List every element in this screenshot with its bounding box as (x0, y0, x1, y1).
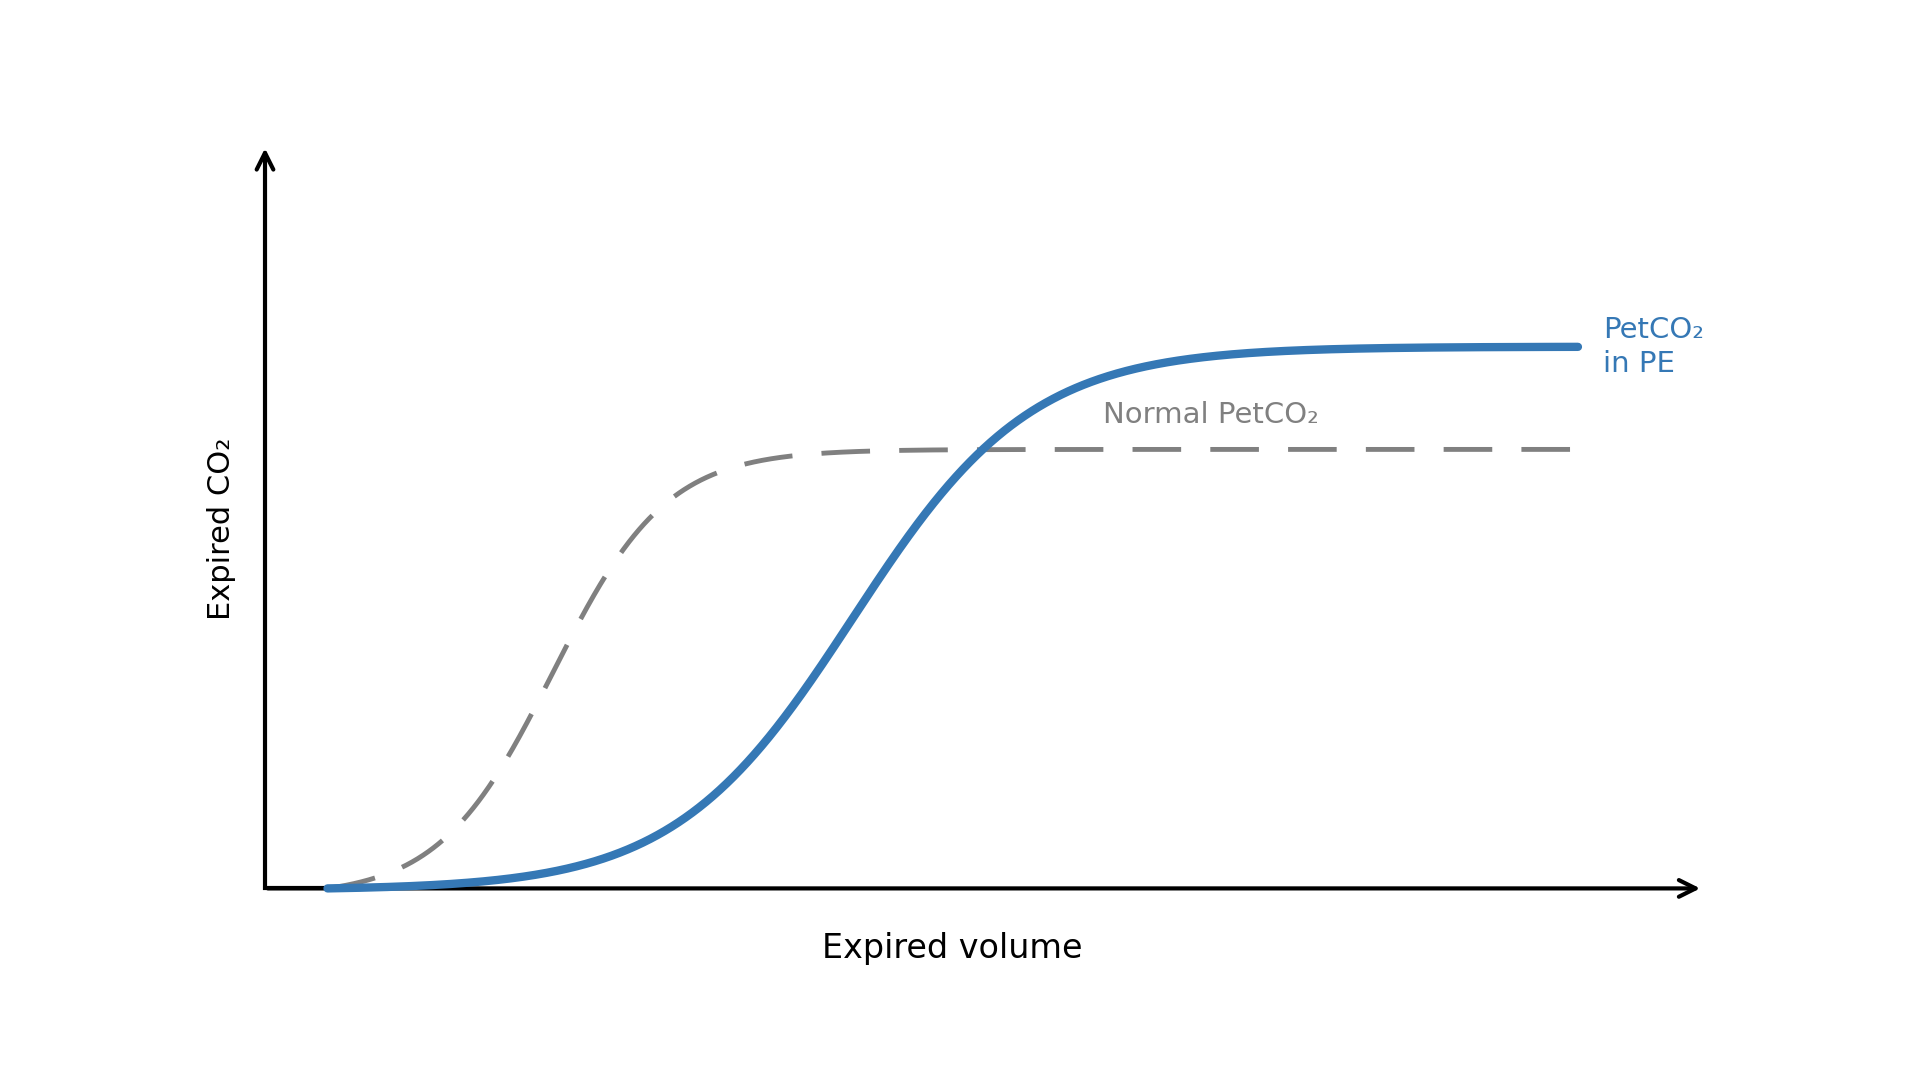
Text: Expired CO₂: Expired CO₂ (207, 438, 236, 620)
Text: Expired volume: Expired volume (822, 932, 1083, 965)
Text: PetCO₂
in PE: PetCO₂ in PE (1603, 315, 1703, 378)
Text: Normal PetCO₂: Normal PetCO₂ (1102, 401, 1319, 429)
